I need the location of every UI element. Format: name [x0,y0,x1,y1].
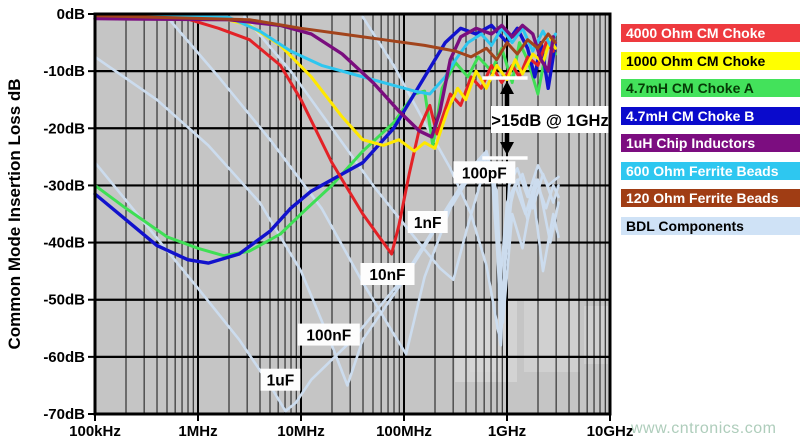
cap-label-box [260,368,301,391]
chart-text: 1GHz [488,423,526,440]
chart-text: -70dB [43,406,85,423]
chart-text: >15dB @ 1GHz [491,112,608,130]
faint-watermark-blob [584,306,608,364]
curve [93,13,557,96]
chart-text: -30dB [43,177,85,194]
cap-label-box [453,161,516,184]
curve [93,15,555,256]
cap-label-box [360,263,415,285]
watermark-text: www.cntronics.com [631,420,777,437]
curve [93,16,555,139]
chart-text: 1MHz [178,423,217,440]
curve [93,14,557,153]
curve [93,38,557,258]
callout-label-box [491,106,609,133]
chart-text: 1uF [267,373,295,390]
chart-text: -20dB [43,120,85,137]
y-axis-title: Common Mode Insertion Loss dB [5,78,24,349]
callout-arrow-head-up [500,81,514,94]
chart-text: 10MHz [277,423,325,440]
curve [93,23,558,265]
chart-text: 0dB [57,6,86,23]
chart-text: -60dB [43,349,85,366]
faint-watermark-blob [524,300,580,372]
curve [93,149,560,413]
chart-text: 100MHz [376,423,432,440]
chart-text: 100kHz [69,423,121,440]
cap-label-box [407,211,448,233]
callout-arrow-head-down [500,142,514,155]
cap-label-box [297,323,360,346]
curve [93,55,560,387]
faint-watermark-blob [470,330,500,372]
chart-text: 1nF [414,215,442,232]
chart-text: 100nF [306,328,351,345]
plot-border [93,12,612,416]
chart-text: -10dB [43,63,85,80]
chart-text: 10nF [369,267,405,284]
curve [93,14,557,62]
chart-text: -50dB [43,292,85,309]
chart-text: 100pF [462,165,507,182]
chart-text: -40dB [43,235,85,252]
chart-text: 10GHz [587,423,634,440]
